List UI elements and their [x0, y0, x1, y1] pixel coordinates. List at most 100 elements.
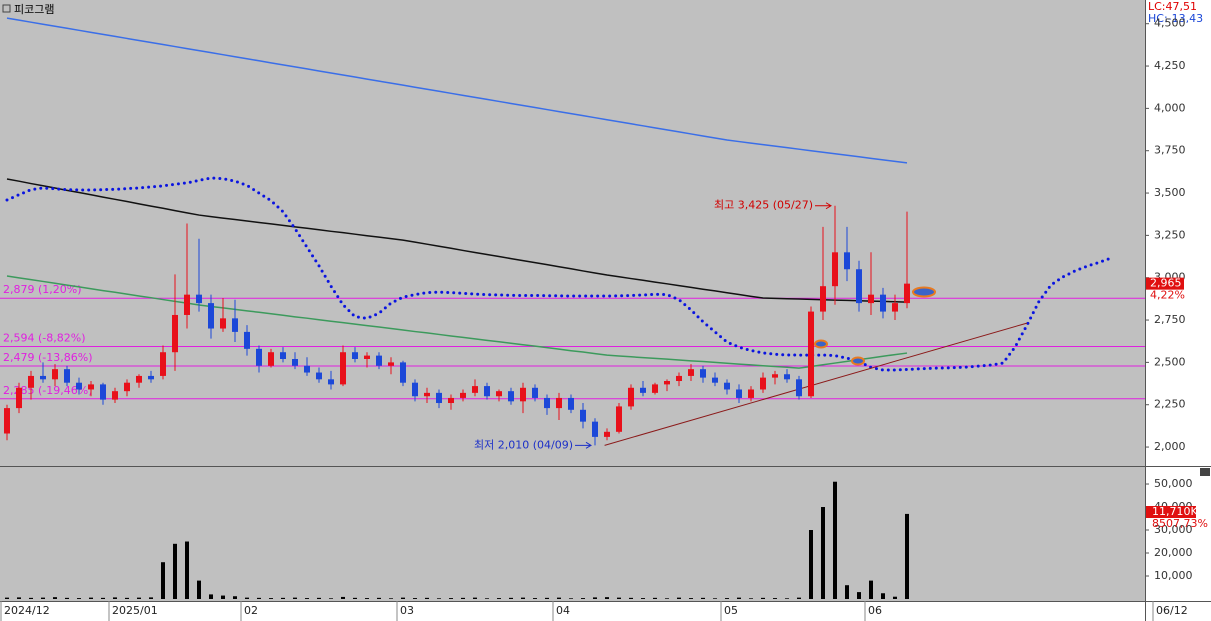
volume-bar — [125, 597, 129, 599]
volume-box — [1146, 506, 1196, 518]
volume-bar — [341, 596, 345, 599]
volume-label: 11,710K — [1152, 505, 1198, 518]
candle-body — [472, 386, 478, 393]
last-change: 4,22% — [1150, 289, 1185, 302]
volume-bar — [29, 597, 33, 599]
candle-body — [736, 389, 742, 398]
plot: 2,879 (1,20%) 2,594 (-8,82%) 2,479 (-13,86… — [0, 17, 1145, 599]
candle-body — [748, 389, 754, 398]
candle-body — [76, 382, 82, 390]
volume-bar — [461, 597, 465, 599]
volume-bar — [557, 597, 561, 599]
volume-bar — [857, 592, 861, 599]
low-annotation: 최저 2,010 (04/09) — [474, 438, 573, 451]
candle-body — [532, 387, 538, 398]
high-arrow — [815, 202, 832, 210]
candle-body — [496, 391, 502, 397]
volume-bar — [89, 597, 93, 599]
candle-body — [700, 369, 706, 378]
x-tick-label: 02 — [244, 604, 258, 617]
volume-bar — [533, 598, 537, 599]
level-label: 2,594 (-8,82%) — [3, 331, 85, 344]
volume-bar — [185, 541, 189, 599]
y-tick-label: 4,500 — [1154, 17, 1186, 30]
volume-bar — [377, 597, 381, 599]
volume-bar — [113, 597, 117, 599]
volume-bar — [665, 598, 669, 599]
volume-bar — [905, 513, 909, 599]
candle-body — [136, 375, 142, 383]
candle-body — [124, 382, 130, 392]
candle-body — [292, 358, 298, 366]
volume-bar — [821, 507, 825, 599]
volume-bar — [713, 598, 717, 599]
candle-body — [640, 387, 646, 393]
volume-bar — [749, 598, 753, 599]
candle-body — [112, 391, 118, 400]
candle-body — [208, 303, 214, 329]
x-tick-label: 2024/12 — [4, 604, 50, 617]
volume-bar — [485, 598, 489, 599]
volume-bar — [677, 597, 681, 599]
volume-bar — [269, 598, 273, 599]
volume-bar — [137, 597, 141, 599]
candle-body — [172, 314, 178, 353]
candle-body — [844, 252, 850, 270]
candle-body — [616, 406, 622, 432]
volume-bar — [701, 597, 705, 599]
volume-bar — [281, 597, 285, 599]
volume-bar — [881, 593, 885, 599]
y-tick-label: 3,500 — [1154, 186, 1186, 199]
price-panel — [0, 0, 1145, 466]
candle-body — [148, 375, 154, 380]
candle-body — [460, 392, 466, 398]
y-tick-label: 2,500 — [1154, 355, 1186, 368]
volume-bar — [329, 598, 333, 599]
candle-body — [160, 352, 166, 376]
candle-body — [652, 384, 658, 393]
y-tick-label: 30,000 — [1154, 523, 1193, 536]
moving-average — [6, 275, 908, 369]
candle-body — [568, 397, 574, 410]
x-tick-label: 2025/01 — [112, 604, 158, 617]
volume-bar — [389, 598, 393, 599]
candle-body — [52, 369, 58, 380]
candle-body — [880, 294, 886, 312]
panel-close[interactable] — [1200, 468, 1210, 476]
volume-bar — [581, 598, 585, 599]
candle-body — [184, 294, 190, 315]
candle-body — [340, 352, 346, 385]
last-price-box — [1146, 277, 1184, 290]
lc-label: LC:47,51 — [1148, 0, 1197, 13]
candle-body — [592, 421, 598, 437]
trendline — [604, 322, 1028, 446]
candle-body — [88, 384, 94, 390]
x-tick-label: 03 — [400, 604, 414, 617]
y-tick-label: 20,000 — [1154, 546, 1193, 559]
volume-bar — [617, 597, 621, 599]
volume-bar — [785, 598, 789, 599]
volume-bar — [869, 580, 873, 599]
volume-bar — [65, 597, 69, 599]
volume-bar — [77, 598, 81, 599]
volume-bar — [521, 597, 525, 599]
volume-panel — [0, 467, 1145, 601]
high-annotation: 최고 3,425 (05/27) — [714, 199, 813, 212]
candle-body — [628, 387, 634, 407]
volume-bar — [449, 598, 453, 599]
volume-bar — [629, 597, 633, 599]
candle-body — [448, 397, 454, 404]
volume-bar — [653, 597, 657, 599]
volume-bar — [641, 598, 645, 599]
candle-body — [832, 252, 838, 287]
candle-body — [520, 387, 526, 402]
candle-body — [760, 377, 766, 390]
volume-bar — [257, 597, 261, 599]
candle-body — [328, 379, 334, 385]
moving-average — [6, 178, 908, 303]
candle-body — [352, 352, 358, 359]
volume-bar — [413, 598, 417, 599]
candle-body — [280, 352, 286, 359]
candle-body — [436, 392, 442, 404]
